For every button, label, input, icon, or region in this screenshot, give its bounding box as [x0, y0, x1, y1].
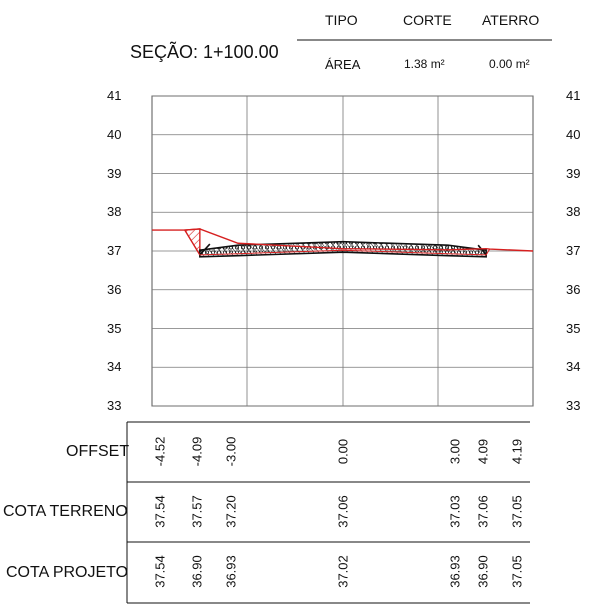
table-cell-value: 37.05 [509, 555, 525, 588]
table-cell-value: 4.19 [509, 438, 525, 465]
y-tick-label-right: 37 [566, 243, 581, 258]
y-tick-label-right: 40 [566, 126, 581, 142]
y-tick-label-right: 35 [566, 320, 581, 336]
y-tick-label-right: 36 [566, 281, 581, 297]
y-tick-label-left: 33 [107, 398, 122, 413]
table-cell-value: 37.54 [152, 495, 168, 528]
section-geometry [152, 228, 534, 258]
pavement-edge-right [477, 244, 487, 256]
section-title: SEÇÃO: 1+100.00 [130, 42, 279, 62]
header-row-area: ÁREA [325, 57, 361, 72]
pavement-edge-left [199, 243, 211, 256]
table-cell-value: 36.90 [189, 555, 205, 588]
header-col-tipo: TIPO [325, 12, 358, 28]
table-cell-value: 3.00 [447, 438, 463, 465]
y-tick-label-left: 35 [107, 320, 122, 336]
y-tick-label-left: 39 [107, 165, 122, 181]
table-cell-value: 37.02 [335, 555, 351, 588]
y-tick-label-right: 39 [566, 165, 581, 181]
area-corte-value: 1.38 m² [404, 57, 445, 71]
row-title-offset: OFFSET [66, 443, 130, 460]
table-cell-value: 4.09 [475, 438, 491, 465]
y-tick-label-right: 34 [566, 359, 581, 375]
table-cell-value: 37.06 [335, 495, 351, 528]
table-lines [126, 421, 530, 604]
table-cell-value: 37.54 [152, 555, 168, 588]
table-cell-value: 36.93 [447, 555, 463, 588]
y-tick-label-right: 41 [566, 88, 581, 103]
area-aterro-value: 0.00 m² [489, 57, 530, 71]
table-cell-value: 37.06 [475, 495, 491, 528]
table-cell-value: -3.00 [223, 436, 239, 467]
row-title-cota-projeto: COTA PROJETO [6, 564, 129, 581]
y-tick-label-left: 37 [107, 243, 122, 258]
table-cell-value: 36.90 [475, 555, 491, 588]
y-tick-label-left: 38 [107, 204, 122, 220]
table-cell-value: 0.00 [335, 438, 351, 465]
y-tick-label-right: 38 [566, 204, 581, 220]
table-cell-value: -4.52 [152, 436, 168, 467]
table-cell-value: 37.57 [189, 495, 205, 528]
y-tick-label-left: 34 [107, 359, 122, 375]
table-cell-value: 36.93 [223, 555, 239, 588]
header-col-aterro: ATERRO [482, 12, 540, 28]
header-col-corte: CORTE [403, 12, 452, 28]
y-tick-label-left: 40 [107, 126, 122, 142]
y-tick-label-right: 33 [566, 398, 581, 413]
table-cell-value: 37.05 [509, 495, 525, 528]
table-cell-value: -4.09 [189, 436, 205, 467]
y-tick-label-left: 41 [107, 88, 122, 103]
row-title-cota-terreno: COTA TERRENO [3, 503, 128, 520]
project-line [184, 229, 491, 256]
terrain-line [152, 228, 534, 252]
y-tick-label-left: 36 [107, 281, 122, 297]
table-cell-value: 37.03 [447, 495, 463, 528]
table-cell-value: 37.20 [223, 495, 239, 528]
